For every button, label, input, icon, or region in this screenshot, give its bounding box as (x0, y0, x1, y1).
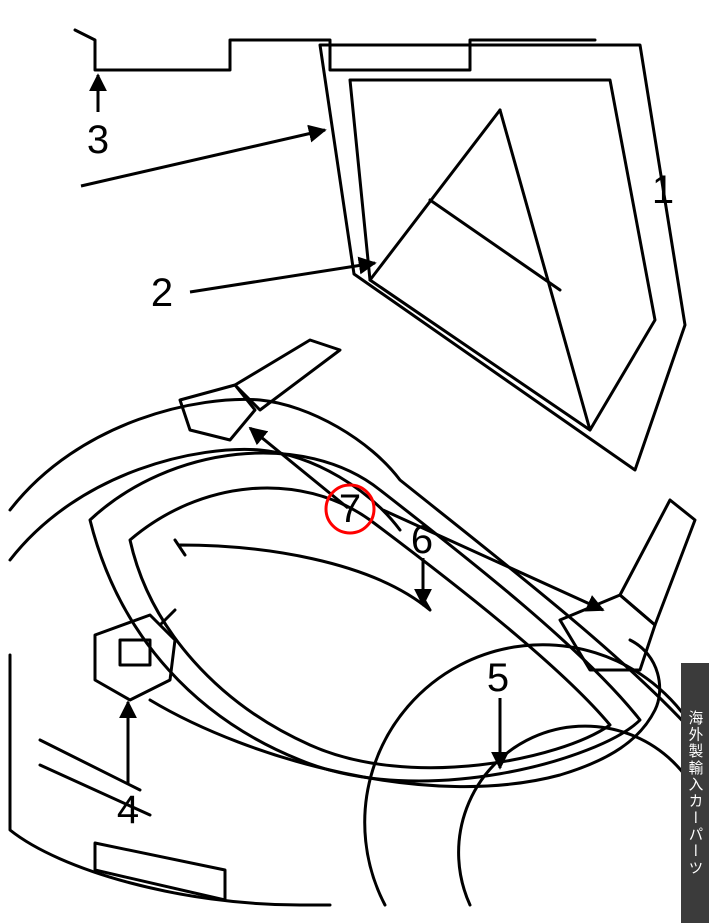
callout-number-4: 4 (117, 790, 139, 830)
line-art-group (10, 30, 700, 905)
part-path-hood_inner_rib_left (370, 110, 500, 280)
diagram-stage: 1 2 3 4 5 6 7 海外製輸入カーパーツ (0, 0, 709, 923)
callout-number-2: 2 (151, 273, 173, 313)
callout-number-3: 3 (87, 120, 109, 160)
part-path-hinge_right_arm (620, 500, 695, 625)
watermark-text: 海外製輸入カーパーツ (685, 710, 706, 877)
callout-arrow-1 (190, 263, 375, 292)
callout-number-7: 7 (339, 489, 361, 529)
part-path-bumper_corner (10, 655, 330, 905)
part-path-hood_panel_outer (320, 45, 685, 470)
part-path-weatherstrip_seal (75, 30, 595, 70)
callout-arrow-6 (250, 428, 348, 508)
part-path-prop_rod (175, 540, 430, 610)
part-path-wheel_well (365, 645, 700, 905)
callout-number-1: 1 (652, 170, 674, 210)
part-path-bumper_vent1 (40, 740, 140, 790)
part-path-hood_inner_rib_right (500, 110, 590, 430)
part-path-release_cable (150, 640, 660, 787)
callout-number-6: 6 (411, 520, 433, 560)
part-path-hood_inner_rib_mid (430, 200, 560, 290)
source-watermark: 海外製輸入カーパーツ (681, 663, 709, 923)
part-path-hinge_right_body (560, 595, 655, 670)
callout-number-5: 5 (487, 658, 509, 698)
part-path-engine_bay_rim (90, 453, 640, 781)
callout-arrow-0 (81, 130, 325, 186)
